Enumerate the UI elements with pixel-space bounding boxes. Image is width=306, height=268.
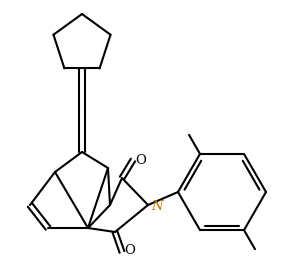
Text: N: N [151, 199, 162, 213]
Text: O: O [124, 244, 135, 258]
Text: O: O [135, 154, 146, 166]
